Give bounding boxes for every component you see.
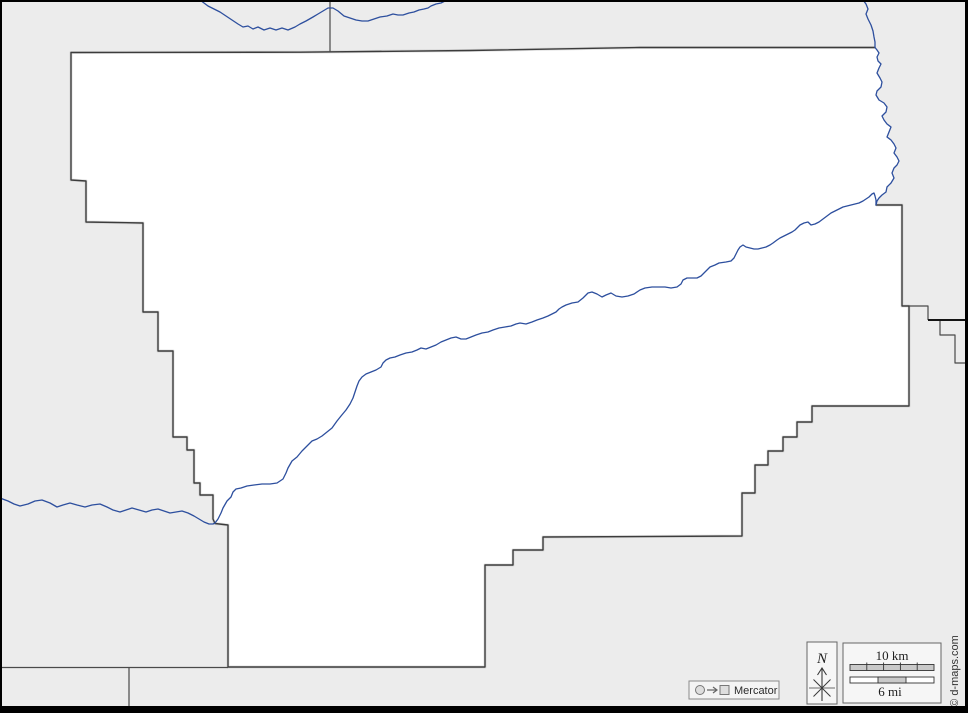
arrow-right-icon xyxy=(707,686,718,694)
compass-panel: N xyxy=(806,641,838,705)
river-top-left xyxy=(199,0,449,31)
neighbor-boundary-east-step-2 xyxy=(939,320,968,364)
scale-panel: 10 km 6 mi xyxy=(842,642,942,704)
circle-icon xyxy=(695,685,705,695)
projection-label: Mercator xyxy=(734,685,778,697)
scale-km-bar xyxy=(849,662,935,671)
credit-text: © d-maps.com xyxy=(949,635,961,707)
river-east xyxy=(862,0,900,206)
projection-chip-box xyxy=(688,680,780,700)
scale-mi-bar xyxy=(849,676,935,684)
scale-km-label: 10 km xyxy=(876,648,909,663)
projection-chip: Mercator xyxy=(688,680,780,700)
county-shape xyxy=(71,47,909,667)
north-label: N xyxy=(816,651,828,667)
scale-mi-label: 6 mi xyxy=(878,684,902,699)
square-icon xyxy=(719,685,730,695)
scale-panel-box xyxy=(842,642,942,704)
neighbor-boundary-east-step-1 xyxy=(909,305,929,320)
river-main xyxy=(0,192,877,525)
compass-rose-icon xyxy=(809,666,835,701)
county-boundary xyxy=(70,46,910,668)
rivers xyxy=(0,0,900,525)
